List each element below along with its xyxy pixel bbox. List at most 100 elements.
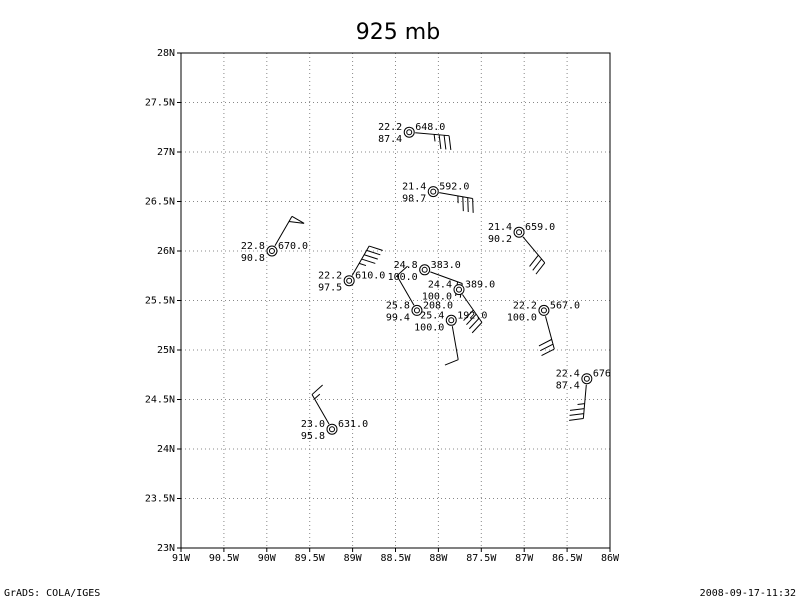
station-inner bbox=[413, 307, 420, 314]
x-tick-label: 89.5W bbox=[295, 553, 326, 564]
wind-barb bbox=[274, 215, 305, 247]
y-tick-label: 27.5N bbox=[145, 98, 175, 109]
station-outer bbox=[266, 245, 278, 257]
y-tick-label: 28N bbox=[157, 48, 175, 59]
station-dewpoint: 100.0 bbox=[422, 292, 452, 303]
station-height: 567.0 bbox=[550, 300, 580, 311]
footer-right: 2008-09-17-11:32 bbox=[700, 588, 796, 599]
station-temp: 25.4 bbox=[420, 310, 444, 321]
station-outer bbox=[427, 186, 439, 198]
station-inner bbox=[448, 317, 455, 324]
station-temp: 22.2 bbox=[513, 300, 537, 311]
y-tick-label: 25.5N bbox=[145, 296, 175, 307]
y-tick-label: 24N bbox=[157, 444, 175, 455]
wind-barb bbox=[462, 294, 483, 334]
station-outer bbox=[411, 304, 423, 316]
station-temp: 23.0 bbox=[301, 419, 325, 430]
y-tick-label: 23.5N bbox=[145, 494, 175, 505]
station-height: 383.0 bbox=[431, 260, 461, 271]
station-height: 670.0 bbox=[278, 241, 308, 252]
x-tick-label: 88W bbox=[429, 553, 448, 564]
map-frame bbox=[180, 52, 611, 549]
wind-barb bbox=[311, 384, 330, 425]
station-inner bbox=[329, 426, 336, 433]
station-temp: 22.2 bbox=[378, 122, 402, 133]
station-height: 676 bbox=[593, 369, 611, 380]
station-height: 659.0 bbox=[525, 222, 555, 233]
station-outer bbox=[326, 423, 338, 435]
y-tick-label: 23N bbox=[157, 543, 175, 554]
wind-barb bbox=[569, 384, 587, 421]
x-tick-label: 87.5W bbox=[466, 553, 497, 564]
station-height: 389.0 bbox=[465, 280, 495, 291]
y-tick-label: 24.5N bbox=[145, 395, 175, 406]
station-dewpoint: 98.7 bbox=[402, 194, 426, 205]
wind-barb bbox=[396, 265, 415, 306]
station-temp: 24.8 bbox=[394, 260, 418, 271]
station-dewpoint: 100.0 bbox=[388, 272, 418, 283]
station-inner bbox=[346, 277, 353, 284]
station-inner bbox=[540, 307, 547, 314]
x-tick-label: 90W bbox=[258, 553, 277, 564]
station-dewpoint: 87.4 bbox=[378, 134, 402, 145]
station-height: 631.0 bbox=[338, 419, 368, 430]
station-dewpoint: 99.4 bbox=[386, 312, 410, 323]
station-dewpoint: 95.8 bbox=[301, 431, 325, 442]
station-temp: 24.4 bbox=[428, 280, 452, 291]
station-height: 192.0 bbox=[457, 310, 487, 321]
station-outer bbox=[513, 226, 525, 238]
station-outer bbox=[403, 126, 415, 138]
station-temp: 22.8 bbox=[241, 241, 265, 252]
station-outer bbox=[419, 264, 431, 276]
x-tick-label: 88.5W bbox=[380, 553, 411, 564]
y-tick-label: 25N bbox=[157, 345, 175, 356]
station-temp: 22.4 bbox=[556, 369, 580, 380]
x-tick-label: 91W bbox=[172, 553, 191, 564]
station-outer bbox=[343, 275, 355, 287]
footer-left: GrADS: COLA/IGES bbox=[4, 588, 100, 599]
station-dewpoint: 100.0 bbox=[414, 322, 444, 333]
wind-barb bbox=[415, 132, 452, 150]
station-temp: 22.2 bbox=[318, 271, 342, 282]
y-tick-label: 26N bbox=[157, 246, 175, 257]
station-inner bbox=[421, 266, 428, 273]
station-height: 592.0 bbox=[439, 182, 469, 193]
x-tick-label: 86.5W bbox=[552, 553, 583, 564]
y-tick-label: 26.5N bbox=[145, 197, 175, 208]
wind-barb bbox=[444, 326, 459, 366]
station-inner bbox=[430, 188, 437, 195]
station-dewpoint: 87.4 bbox=[556, 381, 580, 392]
station-temp: 21.4 bbox=[402, 182, 426, 193]
title: 925 mb bbox=[356, 20, 440, 45]
station-dewpoint: 90.8 bbox=[241, 253, 265, 264]
station-temp: 25.8 bbox=[386, 300, 410, 311]
y-tick-label: 27N bbox=[157, 147, 175, 158]
station-dewpoint: 100.0 bbox=[507, 312, 537, 323]
station-outer bbox=[538, 304, 550, 316]
station-inner bbox=[583, 375, 590, 382]
station-outer bbox=[581, 373, 593, 385]
wind-barb bbox=[538, 316, 555, 357]
station-inner bbox=[455, 286, 462, 293]
station-inner bbox=[406, 129, 413, 136]
station-temp: 21.4 bbox=[488, 222, 512, 233]
station-inner bbox=[268, 248, 275, 254]
x-tick-label: 90.5W bbox=[209, 553, 240, 564]
station-height: 208.0 bbox=[423, 300, 453, 311]
x-tick-label: 86W bbox=[601, 553, 620, 564]
station-outer bbox=[445, 314, 457, 326]
station-height: 648.0 bbox=[415, 122, 445, 133]
station-dewpoint: 90.2 bbox=[488, 234, 512, 245]
wind-barb bbox=[522, 236, 546, 275]
wind-barb bbox=[351, 245, 383, 276]
station-dewpoint: 97.5 bbox=[318, 283, 342, 294]
station-inner bbox=[516, 229, 523, 236]
x-tick-label: 87W bbox=[515, 553, 534, 564]
wind-barb bbox=[439, 192, 474, 213]
station-height: 610.0 bbox=[355, 271, 385, 282]
station-outer bbox=[453, 284, 465, 296]
x-tick-label: 89W bbox=[344, 553, 363, 564]
